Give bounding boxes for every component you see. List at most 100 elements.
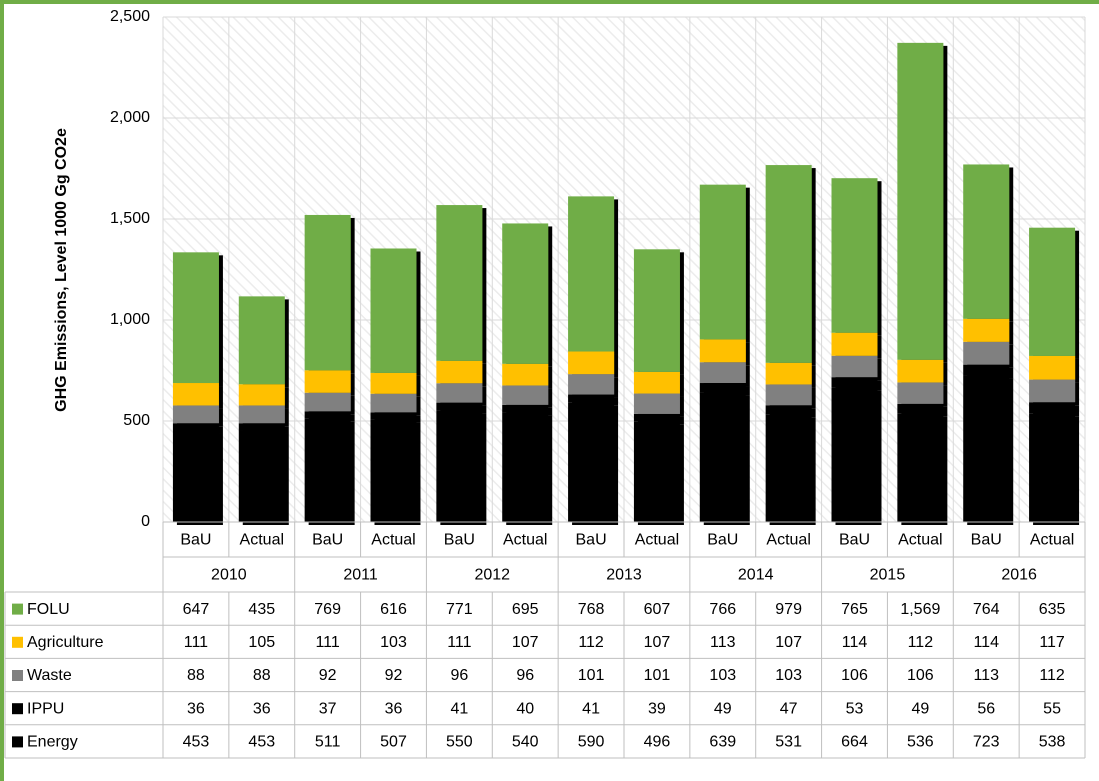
table-value: 765 xyxy=(841,601,868,618)
bar-segment xyxy=(238,405,285,424)
table-value: 96 xyxy=(450,667,468,684)
bar-stack xyxy=(633,249,680,522)
table-value: 36 xyxy=(253,700,271,717)
legend-key xyxy=(12,636,23,648)
bar-segment xyxy=(502,363,549,386)
bar-segment xyxy=(370,372,417,394)
table-value: 106 xyxy=(907,667,934,684)
table-value: 114 xyxy=(842,634,868,651)
table-value: 36 xyxy=(187,700,205,717)
table-value: 103 xyxy=(380,634,407,651)
bar-segment xyxy=(568,351,615,375)
bar-segment xyxy=(502,385,549,405)
table-value: 536 xyxy=(907,734,934,751)
table-value: 1,569 xyxy=(900,601,940,618)
table-value: 112 xyxy=(578,634,604,651)
bar-segment xyxy=(1029,379,1076,403)
bar-segment xyxy=(765,414,812,522)
table-value: 56 xyxy=(977,700,995,717)
bar-segment xyxy=(699,392,746,522)
bar-segment xyxy=(1029,355,1076,380)
legend-label: FOLU xyxy=(27,601,70,618)
table-value: 664 xyxy=(841,734,868,751)
bar-segment xyxy=(963,318,1010,342)
table-value: 107 xyxy=(775,634,802,651)
bar-segment xyxy=(699,184,746,340)
bar-segment xyxy=(436,360,483,384)
bar-stack xyxy=(1029,227,1076,522)
group-label: 2015 xyxy=(870,567,906,584)
y-tick-label: 500 xyxy=(123,412,150,429)
table-value: 113 xyxy=(710,634,736,651)
table-value: 590 xyxy=(578,734,605,751)
y-tick-label: 2,000 xyxy=(110,109,150,126)
table-value: 695 xyxy=(512,601,539,618)
bar-segment xyxy=(633,413,680,422)
bar-segment xyxy=(370,248,417,373)
table-value: 103 xyxy=(709,667,736,684)
table-value: 37 xyxy=(319,700,337,717)
table-value: 92 xyxy=(385,667,403,684)
group-label: 2010 xyxy=(211,567,247,584)
legend-key xyxy=(12,736,23,748)
table-value: 114 xyxy=(973,634,999,651)
bar-segment xyxy=(831,178,878,333)
legend-key xyxy=(12,603,23,615)
bar-segment xyxy=(436,205,483,361)
x-tick-label: Actual xyxy=(503,532,547,549)
table-value: 112 xyxy=(1039,667,1065,684)
bar-segment xyxy=(370,393,417,413)
legend-label: Waste xyxy=(27,667,72,684)
y-tick-label: 2,500 xyxy=(110,8,150,25)
legend-label: Agriculture xyxy=(27,634,104,651)
bar-segment xyxy=(897,359,944,383)
table-value: 49 xyxy=(911,700,929,717)
table-value: 453 xyxy=(248,734,275,751)
group-label: 2011 xyxy=(343,567,378,584)
bar-segment xyxy=(831,387,878,522)
bar-segment xyxy=(897,413,944,522)
table-value: 111 xyxy=(447,634,471,651)
table-value: 111 xyxy=(315,634,339,651)
table-value: 117 xyxy=(1039,634,1065,651)
table-value: 88 xyxy=(253,667,271,684)
table-value: 107 xyxy=(644,634,671,651)
table-value: 53 xyxy=(846,700,864,717)
group-label: 2014 xyxy=(738,567,774,584)
bar-segment xyxy=(304,214,351,371)
bar-segment xyxy=(831,332,878,356)
bar-segment xyxy=(304,370,351,393)
table-value: 39 xyxy=(648,700,666,717)
bar-stack xyxy=(831,178,878,522)
table-value: 531 xyxy=(775,734,802,751)
x-tick-label: Actual xyxy=(898,532,942,549)
bar-segment xyxy=(172,405,219,424)
x-tick-label: Actual xyxy=(1030,532,1074,549)
table-value: 550 xyxy=(446,734,473,751)
x-tick-label: BaU xyxy=(444,532,475,549)
bar-segment xyxy=(831,377,878,388)
bar-segment xyxy=(963,164,1010,319)
x-tick-label: Actual xyxy=(635,532,679,549)
x-tick-label: Actual xyxy=(371,532,415,549)
table-value: 647 xyxy=(183,601,210,618)
table-value: 764 xyxy=(973,601,1000,618)
table-value: 36 xyxy=(385,700,403,717)
bar-segment xyxy=(765,362,812,385)
bar-stack xyxy=(370,248,417,522)
y-tick-label: 1,000 xyxy=(110,311,150,328)
table-value: 55 xyxy=(1043,700,1061,717)
bar-segment xyxy=(831,355,878,378)
table-value: 538 xyxy=(1039,734,1066,751)
bar-stack xyxy=(765,165,812,522)
bar-segment xyxy=(502,404,549,413)
bar-segment xyxy=(370,419,417,522)
legend-key xyxy=(12,670,23,681)
table-value: 41 xyxy=(582,700,600,717)
bar-segment xyxy=(238,296,285,385)
bar-segment xyxy=(1029,227,1076,356)
y-axis-title: GHG Emissions, Level 1000 Gg CO2e xyxy=(53,128,70,412)
table-value: 771 xyxy=(446,601,473,618)
bar-segment xyxy=(568,196,615,352)
